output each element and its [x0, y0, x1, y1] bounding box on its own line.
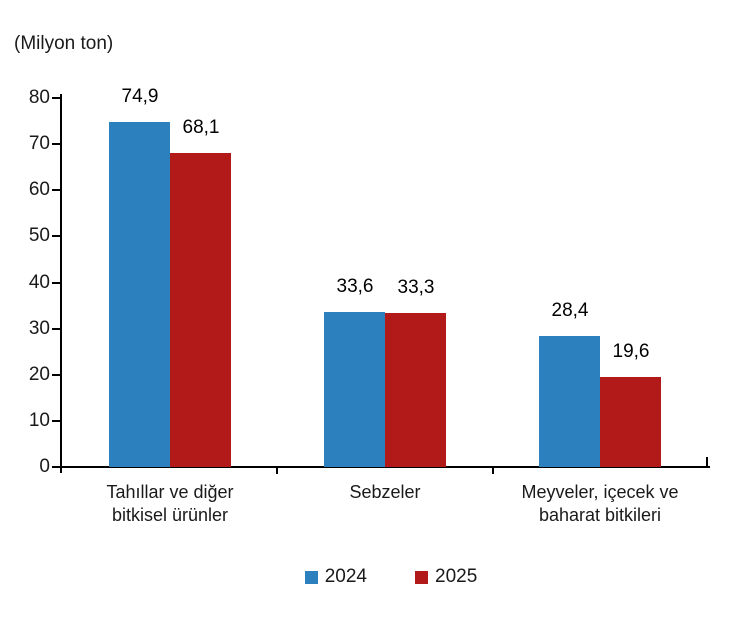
category-label-line: baharat bitkileri: [538, 505, 662, 525]
y-axis-tick: [52, 97, 61, 99]
y-axis-tick: [52, 419, 61, 422]
y-axis-tick: [52, 189, 61, 192]
value-label-2024-cat3: 28,4: [551, 300, 589, 321]
category-label-1: Tahıllar ve diğer bitkisel ürünler: [55, 481, 285, 527]
y-axis-tick: [52, 466, 61, 468]
x-axis-end-tick: [706, 457, 708, 467]
y-axis-tick-label: 10: [28, 409, 50, 431]
legend: 2024 2025: [0, 566, 750, 588]
y-axis-tick-label: 80: [28, 87, 50, 108]
legend-item-2025: 2025: [415, 566, 477, 588]
y-axis-tick: [52, 373, 61, 376]
category-label-3: Meyveler, içecek ve baharat bitkileri: [485, 481, 715, 527]
y-axis-unit-title: (Milyon ton): [14, 33, 114, 54]
value-label-2025-cat2: 33,3: [397, 277, 435, 298]
category-label-line: Meyveler, içecek ve: [521, 482, 679, 502]
y-axis-tick: [52, 143, 61, 146]
bar-2024-cat1: [109, 122, 170, 467]
y-axis-tick: [52, 327, 61, 330]
y-axis-tick-label: 30: [28, 317, 50, 339]
bar-2024-cat3: [539, 336, 600, 467]
legend-swatch-icon: [415, 570, 428, 584]
legend-swatch-icon: [304, 570, 318, 584]
bar-2025-cat3: [600, 377, 661, 467]
y-axis-line: [60, 94, 62, 473]
legend-item-2024: 2024: [304, 566, 367, 588]
bar-2024-cat2: [324, 312, 385, 467]
y-axis-tick-label: 60: [28, 179, 50, 201]
y-axis-tick-label: 50: [28, 225, 50, 247]
x-axis-tick: [276, 467, 278, 474]
value-label-2024-cat2: 33,6: [336, 276, 374, 297]
category-label-line: bitkisel ürünler: [111, 505, 229, 525]
legend-label: 2025: [435, 566, 478, 587]
category-label-2: Sebzeler: [270, 481, 500, 504]
y-axis-tick-label: 70: [28, 133, 50, 155]
y-axis-tick: [52, 235, 61, 238]
y-axis-tick-label: 40: [28, 271, 50, 293]
x-axis-tick: [492, 467, 494, 474]
bar-2025-cat1: [170, 153, 231, 467]
category-label-line: Sebzeler: [349, 482, 421, 502]
value-label-2025-cat3: 19,6: [612, 341, 650, 362]
x-axis-line: [60, 466, 710, 468]
value-label-2024-cat1: 74,9: [121, 86, 159, 107]
category-label-line: Tahıllar ve diğer: [106, 482, 234, 502]
value-label-2025-cat1: 68,1: [182, 117, 220, 138]
y-axis-tick-label: 20: [28, 363, 50, 385]
legend-label: 2024: [324, 566, 367, 587]
y-axis-tick-label: 0: [39, 456, 50, 477]
bar-2025-cat2: [385, 313, 446, 467]
y-axis-tick: [52, 281, 61, 284]
